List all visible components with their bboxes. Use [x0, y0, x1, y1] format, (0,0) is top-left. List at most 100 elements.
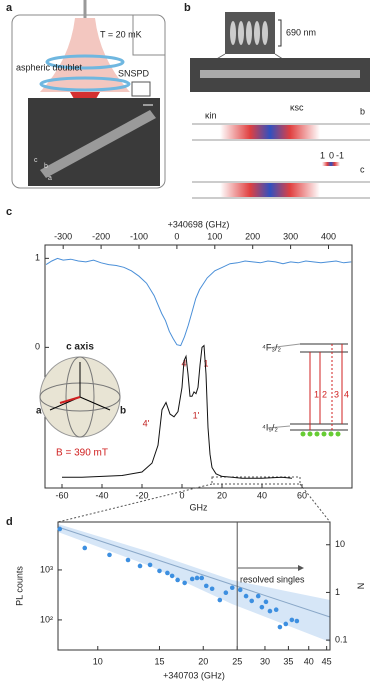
plot-frame	[44, 244, 353, 489]
peak-label: 1	[203, 358, 208, 368]
data-point	[82, 545, 88, 551]
data-point	[217, 597, 223, 603]
colorbar-label: -1	[336, 150, 344, 160]
colorbar	[322, 162, 340, 166]
data-point	[209, 586, 215, 592]
x-tick-label: 10	[93, 656, 103, 666]
panel-label: d	[6, 516, 13, 528]
data-line	[62, 344, 293, 479]
colorbar-label: 1	[320, 150, 325, 160]
zoom-line	[299, 483, 331, 523]
annotation: resolved singles	[240, 574, 305, 584]
x-tick-label: 0	[174, 231, 179, 241]
x-tick-label: 20	[198, 656, 208, 666]
data-point	[189, 576, 195, 582]
colorbar-label: 0	[329, 150, 334, 160]
data-point	[243, 593, 249, 599]
data-point	[199, 575, 205, 581]
data-point	[283, 621, 289, 627]
transition-label: 3	[334, 389, 339, 399]
data-line	[45, 257, 352, 347]
data-point	[157, 568, 162, 574]
data-point	[165, 570, 170, 576]
axis-label: c	[360, 164, 365, 174]
holes	[230, 21, 268, 45]
zoom-line	[57, 483, 213, 523]
x-axis-label: GHz	[190, 502, 209, 512]
waveguide	[40, 110, 156, 178]
level-label: ⁴F₃/₂	[262, 342, 282, 352]
field-label: B = 390 mT	[56, 448, 108, 459]
y2-tick-label: 1	[335, 587, 340, 597]
mode-bottom	[192, 181, 370, 199]
axis-label: b	[120, 406, 126, 417]
detector: SNSPD	[118, 68, 150, 78]
x-tick-label: 0	[179, 490, 184, 500]
lens	[45, 54, 125, 70]
peak-label: 1'	[193, 410, 200, 420]
data-point	[259, 604, 265, 610]
spin-dots	[300, 431, 341, 437]
x-axis-label: +340698 (GHz)	[168, 219, 230, 229]
data-point	[249, 598, 255, 604]
x-tick-label: -40	[95, 490, 108, 500]
y-tick-label: 10³	[40, 564, 53, 574]
confidence-band	[58, 524, 330, 642]
sphere-line	[65, 356, 95, 438]
coupling-in: κin	[205, 110, 217, 120]
x-tick-label: 100	[207, 231, 222, 241]
data-point	[277, 624, 283, 630]
y-tick-label: 0	[35, 342, 40, 352]
arrowhead	[298, 565, 304, 571]
x-tick-label: 200	[245, 231, 260, 241]
panel-frame	[11, 14, 166, 189]
panel-label: a	[6, 2, 13, 14]
width-label: 690 nm	[286, 27, 316, 37]
axis-label: b	[44, 163, 48, 170]
level-label: ⁴I₉/₂	[262, 422, 278, 432]
data-point	[137, 563, 143, 569]
x-tick-label: 40	[257, 490, 267, 500]
transition-label: 2	[322, 389, 327, 399]
data-point	[147, 562, 153, 568]
y2-tick-label: 0.1	[335, 634, 348, 644]
panel-label: b	[184, 2, 191, 14]
x-tick-label: 20	[217, 490, 227, 500]
x-tick-label: 15	[154, 656, 164, 666]
transition-label: 4	[344, 389, 349, 399]
transition-label: 1	[314, 389, 319, 399]
inset-title: c axis	[66, 342, 94, 353]
energy-levels	[267, 343, 348, 431]
data-point	[255, 593, 261, 599]
x-tick-label: -200	[92, 231, 110, 241]
data-point	[194, 575, 200, 581]
x-tick-label: -20	[135, 490, 148, 500]
data-point	[229, 585, 235, 591]
x-tick-label: 60	[297, 490, 307, 500]
data-point	[125, 557, 131, 563]
lens	[39, 76, 131, 92]
axis-label: c	[34, 157, 38, 164]
mode-top	[192, 123, 370, 141]
field-arrow	[59, 396, 81, 404]
x-tick-label: 45	[322, 656, 332, 666]
peak-label: 4'	[143, 418, 150, 428]
data-point	[267, 608, 273, 614]
y-tick-label: 1	[35, 253, 40, 263]
data-point	[289, 617, 295, 623]
data-point	[175, 577, 180, 583]
data-point	[237, 587, 243, 593]
x-tick-label: 35	[283, 656, 293, 666]
data-point	[203, 583, 209, 589]
y-axis-label: PL counts	[14, 566, 24, 606]
snspd-icon	[131, 81, 151, 97]
x-axis-label: +340703 (GHz)	[163, 670, 225, 680]
axis-label: a	[36, 406, 42, 417]
cavity	[200, 70, 360, 78]
axis-label: b	[360, 106, 365, 116]
data-point	[169, 573, 175, 579]
data-point	[107, 552, 112, 558]
data-point	[182, 580, 187, 586]
